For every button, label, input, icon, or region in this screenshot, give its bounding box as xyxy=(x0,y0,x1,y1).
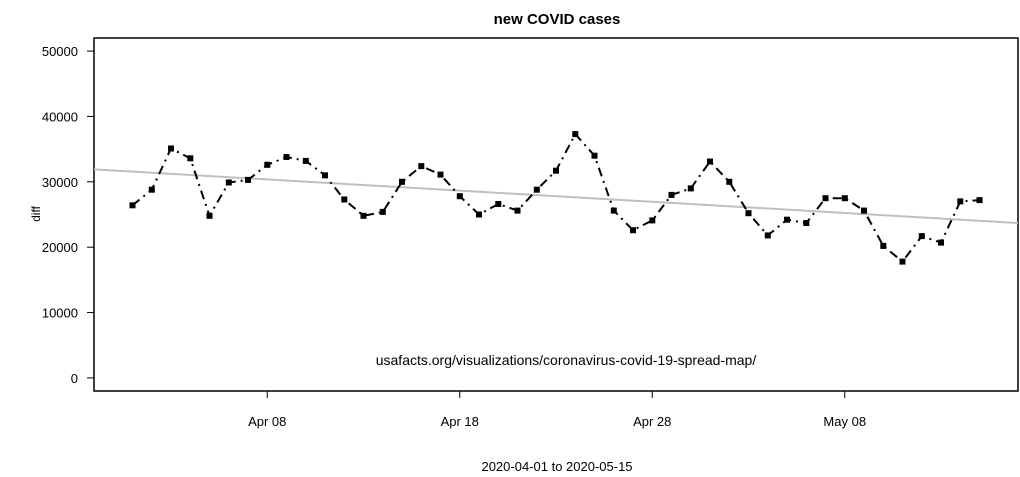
y-tick-label: 20000 xyxy=(42,240,78,255)
data-point xyxy=(707,158,713,165)
x-tick-label: May 08 xyxy=(823,414,866,429)
data-point xyxy=(283,154,290,160)
data-point xyxy=(418,163,425,170)
source-annotation: usafacts.org/visualizations/coronavirus-… xyxy=(376,352,757,368)
data-point xyxy=(360,212,367,219)
data-point xyxy=(745,210,752,217)
data-point xyxy=(437,171,444,178)
data-point xyxy=(957,198,964,205)
x-axis: Apr 08 Apr 18 Apr 28 May 08 xyxy=(248,390,866,429)
data-point xyxy=(148,186,155,193)
data-point xyxy=(764,232,771,239)
data-point xyxy=(822,195,829,202)
data-point xyxy=(302,157,309,164)
x-axis-label: 2020-04-01 to 2020-05-15 xyxy=(481,459,632,474)
data-point xyxy=(841,195,848,202)
data-point xyxy=(456,193,463,200)
data-point xyxy=(938,239,944,246)
y-tick-label: 50000 xyxy=(42,44,78,59)
data-point xyxy=(668,191,675,198)
data-point xyxy=(225,179,232,186)
data-point xyxy=(784,216,790,223)
data-point xyxy=(918,233,925,240)
data-point xyxy=(726,178,733,185)
data-point xyxy=(880,242,887,249)
data-point xyxy=(514,207,521,214)
data-point xyxy=(553,167,559,174)
x-tick-label: Apr 08 xyxy=(248,414,286,429)
data-point xyxy=(976,197,983,204)
y-tick-label: 40000 xyxy=(42,109,78,124)
data-point xyxy=(264,161,271,168)
y-axis-label: diff xyxy=(29,205,43,221)
data-point xyxy=(187,155,194,162)
y-axis: 0 10000 20000 30000 40000 50000 xyxy=(42,44,95,386)
data-point xyxy=(379,208,386,215)
data-point xyxy=(495,201,502,207)
data-point xyxy=(533,186,540,193)
data-point xyxy=(206,212,213,219)
data-point xyxy=(803,220,810,226)
y-tick-label: 0 xyxy=(71,371,78,386)
y-tick-label: 10000 xyxy=(42,306,78,321)
series-layer xyxy=(129,131,983,265)
data-point xyxy=(476,211,482,218)
data-point xyxy=(245,176,251,183)
data-point xyxy=(399,178,405,185)
data-point xyxy=(322,172,328,179)
data-point xyxy=(649,217,656,224)
data-point xyxy=(610,207,617,214)
data-point xyxy=(861,207,867,214)
x-tick-label: Apr 18 xyxy=(441,414,479,429)
data-point xyxy=(687,185,694,192)
data-point xyxy=(591,152,598,159)
data-point xyxy=(129,202,136,209)
data-point xyxy=(630,227,636,234)
data-point xyxy=(899,258,906,265)
chart-title: new COVID cases xyxy=(494,11,621,28)
trend-line xyxy=(93,168,1019,224)
y-tick-label: 30000 xyxy=(42,175,78,190)
data-point xyxy=(168,145,174,152)
trend-line-layer xyxy=(93,168,1019,224)
data-point xyxy=(572,131,579,138)
x-tick-label: Apr 28 xyxy=(633,414,671,429)
data-point xyxy=(341,196,348,203)
series-line xyxy=(131,132,980,264)
